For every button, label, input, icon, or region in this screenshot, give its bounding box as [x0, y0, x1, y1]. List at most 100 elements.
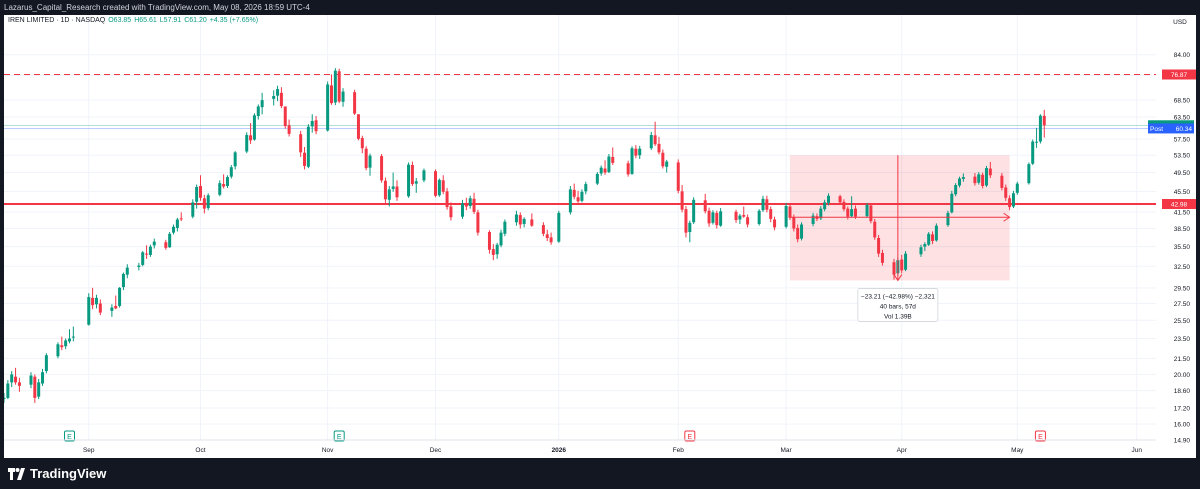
- candle-body: [626, 163, 630, 175]
- candlestick-chart[interactable]: −23.21 (−42.98%) −2,321 40 bars, 57d Vol 1…: [4, 15, 1196, 458]
- candle-body: [260, 100, 264, 108]
- candle: [218, 180, 222, 197]
- candle-body: [846, 208, 850, 217]
- candle-body: [279, 92, 283, 107]
- candle-body: [961, 177, 965, 179]
- candle: [380, 153, 384, 183]
- candle-body: [91, 297, 95, 306]
- candle-body: [576, 197, 580, 202]
- candle-body: [792, 217, 796, 229]
- tradingview-logo[interactable]: TradingView: [8, 466, 106, 481]
- candle: [191, 199, 195, 219]
- event-label: E: [687, 434, 692, 441]
- candle: [391, 172, 395, 192]
- candle: [680, 185, 684, 213]
- candle: [522, 217, 526, 228]
- legend-symbol[interactable]: IREN LIMITED · 1D · NASDAQ: [8, 17, 106, 24]
- candle-body: [33, 376, 37, 398]
- candle: [545, 229, 549, 242]
- event-badge: [63, 430, 75, 442]
- candle: [299, 130, 303, 157]
- price-label-bg: [1148, 123, 1194, 134]
- candle: [67, 329, 71, 344]
- candle: [981, 172, 985, 189]
- candle: [503, 219, 507, 237]
- candle: [653, 121, 657, 146]
- candle-body: [611, 156, 615, 163]
- price-tick-label: 29.50: [1174, 285, 1191, 292]
- candle-body: [973, 176, 977, 184]
- price-label-post: Post 60.34: [1148, 123, 1194, 134]
- candle: [4, 392, 6, 403]
- candle-body: [661, 152, 665, 167]
- candle-body: [152, 241, 156, 246]
- candle: [988, 162, 992, 179]
- candle: [460, 199, 464, 219]
- price-tick-label: 84.00: [1174, 52, 1191, 59]
- candle: [341, 88, 345, 107]
- candle: [499, 229, 503, 248]
- candle-body: [599, 167, 603, 174]
- candle-body: [110, 307, 114, 311]
- candle: [1008, 195, 1012, 211]
- candle: [279, 87, 283, 109]
- price-tick-label: 45.50: [1174, 189, 1191, 196]
- candle: [64, 338, 68, 350]
- candle-body: [873, 221, 877, 238]
- candle: [260, 92, 264, 115]
- candle-body: [711, 212, 715, 223]
- candle: [1015, 181, 1019, 195]
- candle-body: [900, 259, 904, 271]
- candle-body: [1008, 198, 1012, 208]
- chart-frame[interactable]: −23.21 (−42.98%) −2,321 40 bars, 57d Vol 1…: [4, 15, 1196, 458]
- candle-body: [306, 126, 310, 167]
- event-badge: [684, 430, 696, 442]
- candle-body: [118, 287, 122, 306]
- candle: [94, 294, 98, 309]
- candle: [395, 180, 399, 201]
- level-badge-bg: [1162, 199, 1196, 210]
- candle-body: [468, 198, 472, 206]
- candle-body: [649, 134, 653, 149]
- candle-body: [464, 203, 468, 207]
- candle: [827, 193, 831, 206]
- level-badge: 76.87: [1162, 69, 1196, 80]
- candle-body: [329, 85, 333, 104]
- candle-body: [715, 212, 719, 226]
- candle-body: [934, 225, 938, 241]
- candle-body: [476, 212, 480, 233]
- candle-body: [688, 222, 692, 233]
- candle-body: [168, 233, 172, 248]
- candle: [441, 175, 445, 195]
- candle-body: [892, 262, 896, 275]
- candle: [306, 124, 310, 169]
- candle-body: [757, 210, 761, 224]
- candle: [487, 230, 491, 254]
- candle: [595, 172, 599, 186]
- candle: [869, 203, 873, 224]
- candle-body: [17, 382, 21, 386]
- event-label: E: [67, 434, 72, 441]
- candle-body: [87, 297, 91, 325]
- candle-body: [827, 195, 831, 203]
- candle: [973, 173, 977, 186]
- candle-body: [460, 203, 464, 217]
- candle-body: [449, 206, 453, 218]
- candle-body: [946, 212, 950, 226]
- candle-body: [572, 189, 576, 197]
- price-tick-label: 53.50: [1174, 153, 1191, 160]
- candle-body: [761, 198, 765, 211]
- candle: [931, 231, 935, 245]
- event-marker-earnings-past: E: [63, 430, 75, 442]
- candle-body: [303, 152, 307, 166]
- candle: [434, 169, 438, 198]
- candle-body: [823, 202, 827, 210]
- event-marker-earnings-upcoming: E: [684, 430, 696, 442]
- candle-body: [410, 165, 414, 185]
- price-tick-label: 35.50: [1174, 244, 1191, 251]
- candle-body: [919, 247, 923, 255]
- candle: [283, 106, 287, 129]
- price-tick-label: 57.50: [1174, 137, 1191, 144]
- time-tick-label: 2026: [552, 447, 567, 454]
- candle-body: [638, 148, 642, 156]
